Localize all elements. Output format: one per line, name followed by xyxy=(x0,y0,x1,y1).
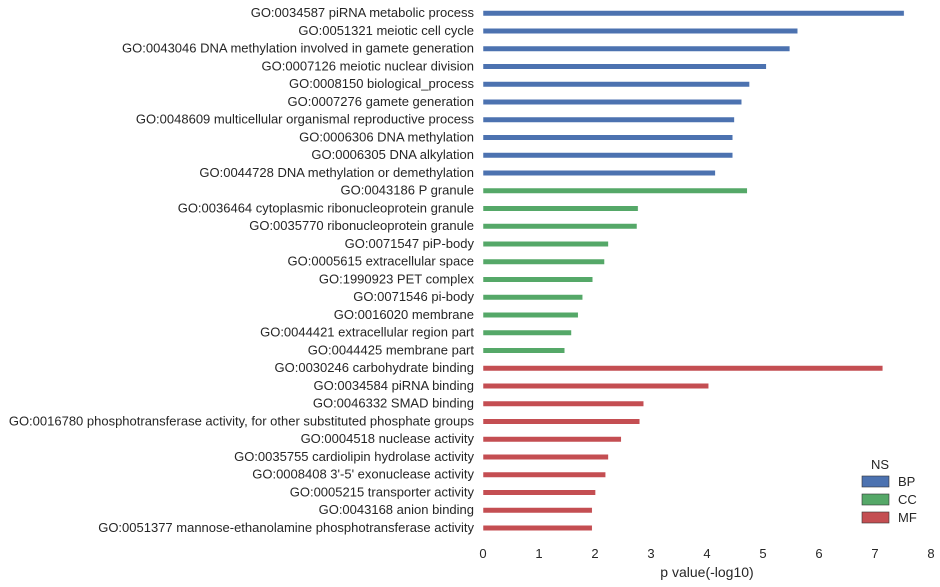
bar xyxy=(482,241,609,247)
category-label: GO:0071546 pi-body xyxy=(353,289,474,304)
bar xyxy=(482,383,709,389)
bar xyxy=(482,81,750,88)
bar xyxy=(482,489,596,496)
legend-label: MF xyxy=(898,510,917,525)
x-axis-title: p value(-log10) xyxy=(660,564,753,580)
bar xyxy=(482,152,734,159)
category-label: GO:0043186 P granule xyxy=(341,183,474,198)
bar xyxy=(482,10,905,17)
bar xyxy=(482,454,609,460)
bar xyxy=(482,471,606,478)
category-label: GO:0006305 DNA alkylation xyxy=(311,147,474,162)
bar xyxy=(482,294,583,301)
category-label: GO:0034584 piRNA binding xyxy=(314,378,474,393)
category-labels: GO:0034587 piRNA metabolic process GO:005… xyxy=(9,5,475,535)
bar xyxy=(482,347,566,354)
category-label: GO:0035770 ribonucleoprotein granule xyxy=(249,218,474,233)
category-label: GO:0035755 cardiolipin hydrolase activit… xyxy=(234,449,474,464)
category-label: GO:0051321 meiotic cell cycle xyxy=(298,23,474,38)
bar xyxy=(482,28,798,34)
legend-title: NS xyxy=(871,457,889,472)
bar xyxy=(482,276,594,283)
category-label: GO:0016020 membrane xyxy=(334,307,474,322)
bar xyxy=(482,45,791,52)
bar xyxy=(482,329,572,336)
bar xyxy=(482,400,644,407)
bars-layer xyxy=(482,10,905,531)
category-label: GO:0043168 anion binding xyxy=(319,502,474,517)
category-label: GO:0044728 DNA methylation or demethylat… xyxy=(199,165,474,180)
x-tick-label: 8 xyxy=(927,546,934,561)
category-label: GO:0008150 biological_process xyxy=(289,76,475,91)
x-tick-label: 1 xyxy=(535,546,542,561)
bar xyxy=(482,63,767,70)
category-label: GO:0005615 extracellular space xyxy=(288,254,474,269)
bar xyxy=(482,99,742,105)
x-tick-label: 7 xyxy=(871,546,878,561)
bar xyxy=(482,223,638,230)
legend-swatch xyxy=(861,511,890,524)
legend-label: CC xyxy=(898,492,917,507)
bar xyxy=(482,418,641,425)
x-tick-label: 3 xyxy=(647,546,654,561)
category-label: GO:0007276 gamete generation xyxy=(288,94,474,109)
category-label: GO:0051377 mannose-ethanolamine phosphot… xyxy=(98,520,474,535)
bar xyxy=(482,170,716,176)
x-tick-label: 4 xyxy=(703,546,710,561)
bar xyxy=(482,525,593,531)
legend-swatch xyxy=(861,493,890,506)
category-label: GO:0034587 piRNA metabolic process xyxy=(251,5,475,20)
category-label: GO:0016780 phosphotransferase activity, … xyxy=(9,413,475,428)
bar xyxy=(482,258,605,265)
legend: NS BP CC MF xyxy=(861,457,917,525)
category-label: GO:0044421 extracellular region part xyxy=(260,325,474,340)
legend-swatch xyxy=(861,475,890,488)
category-label: GO:0006306 DNA methylation xyxy=(299,129,474,144)
category-label: GO:0008408 3'-5' exonuclease activity xyxy=(252,467,474,482)
category-label: GO:0044425 membrane part xyxy=(308,342,475,357)
legend-label: BP xyxy=(898,474,915,489)
category-label: GO:0030246 carbohydrate binding xyxy=(275,360,474,375)
bar xyxy=(482,134,734,141)
category-label: GO:0007126 meiotic nuclear division xyxy=(262,58,474,73)
category-label: GO:0043046 DNA methylation involved in g… xyxy=(122,41,474,56)
bar xyxy=(482,312,579,318)
bar xyxy=(482,365,884,372)
category-label: GO:0005215 transporter activity xyxy=(290,484,475,499)
category-label: GO:0046332 SMAD binding xyxy=(313,396,474,411)
bar xyxy=(482,187,748,194)
x-tick-label: 6 xyxy=(815,546,822,561)
x-tick-label: 2 xyxy=(591,546,598,561)
category-label: GO:1990923 PET complex xyxy=(319,271,475,286)
category-label: GO:0036464 cytoplasmic ribonucleoprotein… xyxy=(178,200,474,215)
category-label: GO:0048609 multicellular organismal repr… xyxy=(136,112,475,127)
x-tick-label: 0 xyxy=(479,546,486,561)
bar xyxy=(482,116,735,123)
x-axis: 0 1 2 3 4 5 6 7 8 xyxy=(479,546,934,561)
bar xyxy=(482,436,622,443)
bar xyxy=(482,205,639,212)
x-tick-label: 5 xyxy=(759,546,766,561)
category-label: GO:0004518 nuclease activity xyxy=(301,431,475,446)
bar xyxy=(482,507,593,514)
category-label: GO:0071547 piP-body xyxy=(345,236,475,251)
